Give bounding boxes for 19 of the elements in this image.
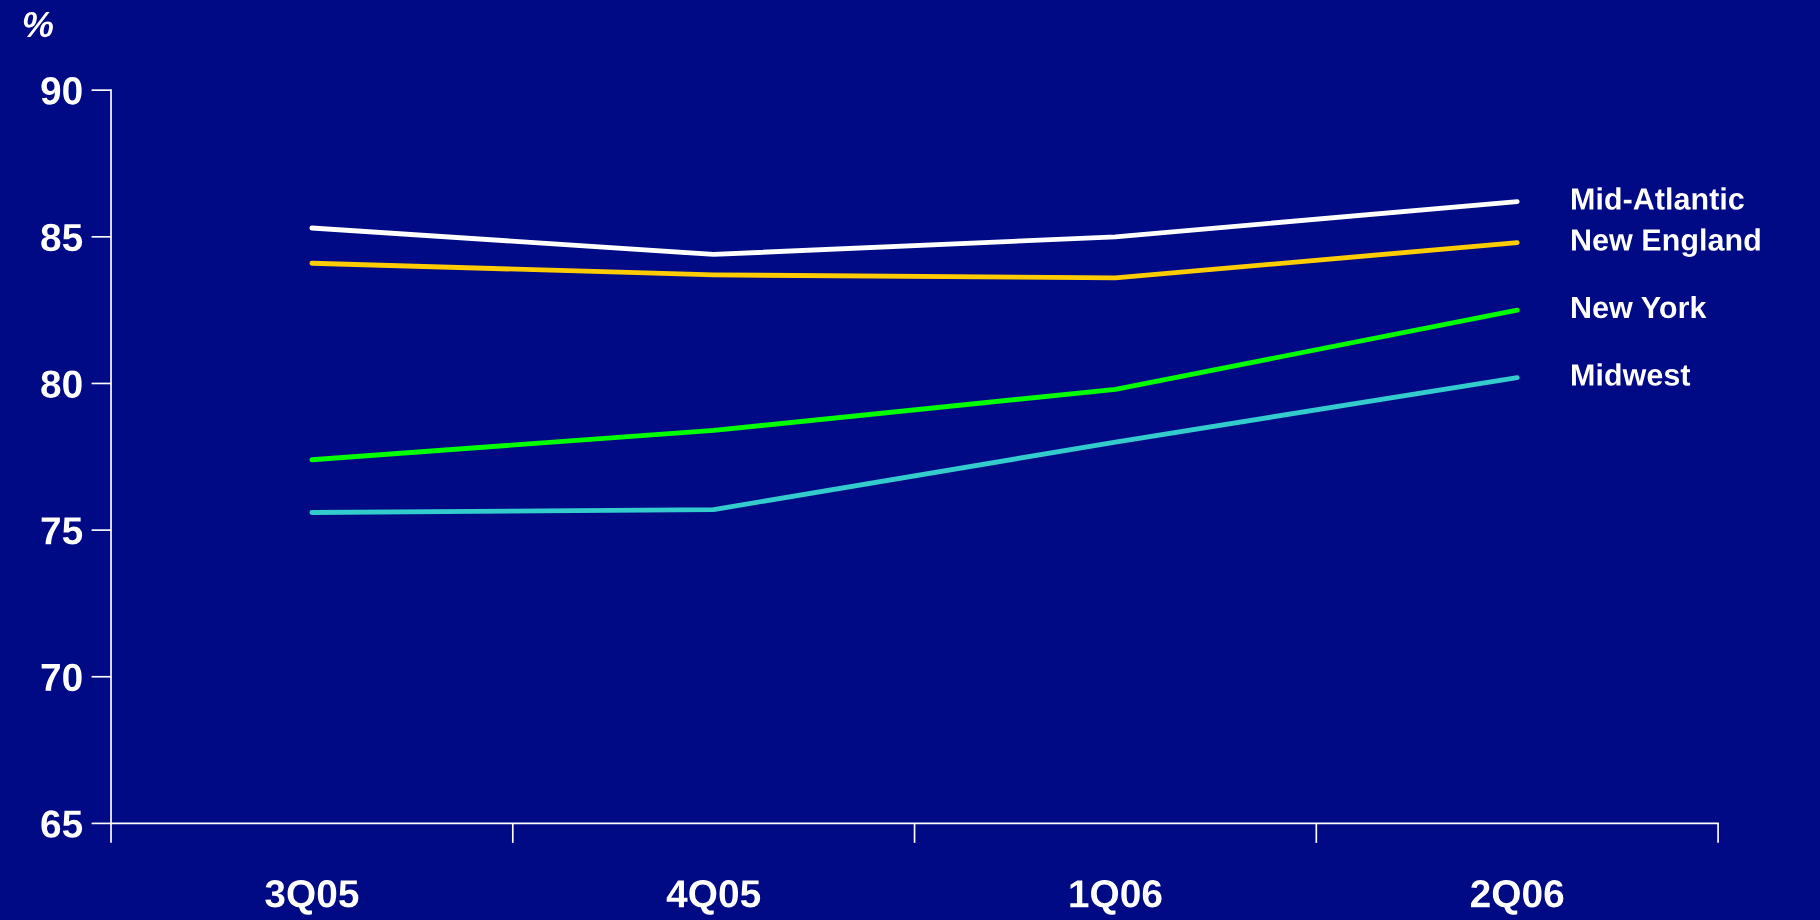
series-label: New York [1572, 295, 1707, 319]
y-axis-title: % [23, 11, 53, 38]
x-tick-label: 2Q06 [1470, 879, 1564, 915]
y-tick-label: 65 [41, 810, 83, 838]
y-tick-label: 90 [41, 77, 82, 105]
x-tick-label: 1Q06 [1070, 879, 1162, 915]
series-label: Mid-Atlantic [1572, 187, 1744, 210]
line-series [309, 375, 1520, 515]
line-series [309, 240, 1520, 281]
y-tick-label: 85 [41, 223, 83, 252]
x-tick-label: 3Q05 [265, 879, 359, 915]
series-label: New England [1572, 228, 1760, 257]
y-tick-label: 75 [41, 517, 83, 545]
x-tick-label: 4Q05 [666, 879, 761, 915]
series-label: Midwest [1572, 363, 1691, 386]
y-tick-label: 70 [41, 663, 82, 692]
line-series [309, 307, 1520, 463]
y-tick-label: 80 [41, 370, 82, 398]
line-series [309, 199, 1520, 257]
